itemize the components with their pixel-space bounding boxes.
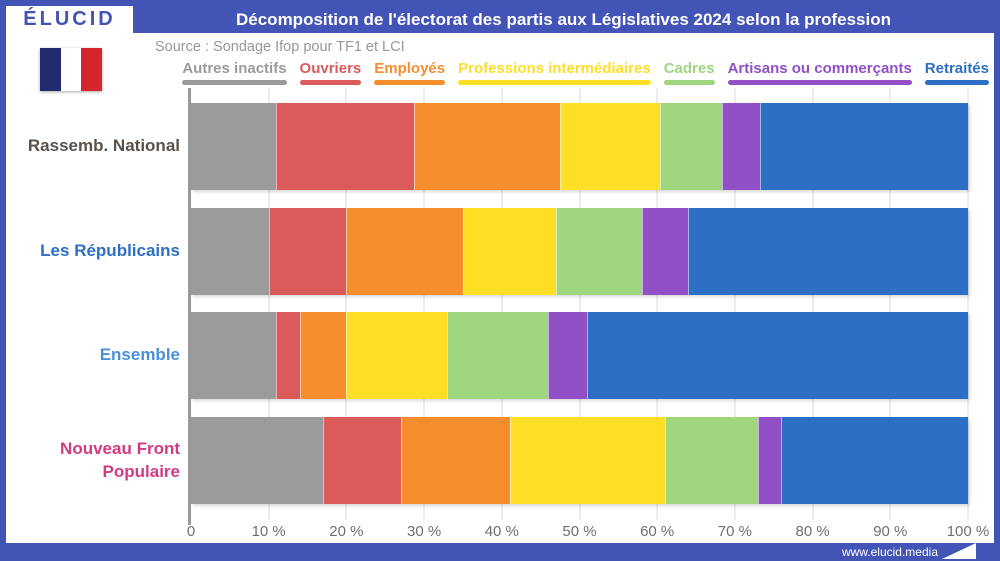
bar-segment xyxy=(275,103,415,190)
bar-segment xyxy=(556,208,642,295)
flag-stripe-white xyxy=(60,48,82,91)
bar-segment xyxy=(462,208,557,295)
legend-item: Artisans ou commerçants xyxy=(727,59,912,85)
gridline xyxy=(656,88,659,520)
source-caption: Source : Sondage Ifop pour TF1 et LCI xyxy=(155,39,405,55)
bar-segment xyxy=(447,312,549,399)
chart-legend: Autres inactifs Ouvriers Employés Profes… xyxy=(182,59,989,85)
legend-item: Employés xyxy=(374,59,446,85)
bar-segment xyxy=(509,417,665,504)
chart-content: Source : Sondage Ifop pour TF1 et LCI Au… xyxy=(6,33,994,543)
elucid-pennant-icon xyxy=(942,543,976,559)
legend-item: Ouvriers xyxy=(299,59,362,85)
gridline xyxy=(345,88,348,520)
category-label: Nouveau Front Populaire xyxy=(60,439,180,481)
legend-item: Professions intermédiaires xyxy=(458,59,651,85)
x-tick-label: 80 % xyxy=(795,523,830,540)
legend-color-bar xyxy=(182,80,287,85)
category-labels: Rassemb. National Les Républicains Ensembl… xyxy=(6,33,184,543)
legend-item: Retraités xyxy=(924,59,989,85)
x-tick-label: 70 % xyxy=(717,523,752,540)
legend-label: Artisans ou commerçants xyxy=(727,60,912,77)
bar-segment xyxy=(323,417,401,504)
legend-color-bar xyxy=(299,80,362,85)
legend-color-bar xyxy=(663,80,715,85)
legend-color-bar xyxy=(374,80,446,85)
gridline xyxy=(267,88,270,520)
x-tick-label: 50 % xyxy=(562,523,597,540)
elucid-logo-text: ÉLUCID xyxy=(23,8,116,30)
bar-row xyxy=(191,417,968,504)
bar-row xyxy=(191,208,968,295)
x-tick-label: 40 % xyxy=(484,523,519,540)
bar-segment xyxy=(721,103,761,190)
legend-label: Professions intermédiaires xyxy=(458,60,651,77)
x-tick-label: 90 % xyxy=(873,523,908,540)
bar-segment xyxy=(276,312,300,399)
legend-item: Autres inactifs xyxy=(182,59,287,85)
gridline xyxy=(500,88,503,520)
bar-segment xyxy=(346,312,448,399)
legend-label: Ouvriers xyxy=(299,60,362,77)
x-tick-label: 30 % xyxy=(406,523,442,540)
gridline xyxy=(733,88,736,520)
x-tick-label: 0 xyxy=(186,523,196,540)
bar-segment xyxy=(400,417,510,504)
legend-color-bar xyxy=(727,80,912,85)
gridline xyxy=(811,88,814,520)
footer-band: www.elucid.media xyxy=(0,543,1000,561)
legend-label: Retraités xyxy=(924,60,989,77)
elucid-logo: ÉLUCID xyxy=(6,6,133,33)
x-tick-label: 60 % xyxy=(640,523,675,540)
plot-area: 0 10 % 20 % 30 % 40 % 50 % 60 % 70 % 80 % 90 % 100… xyxy=(187,33,989,543)
flag-stripe-red xyxy=(81,48,103,91)
x-tick-label: 10 % xyxy=(251,523,286,540)
bar-segment xyxy=(191,208,269,295)
legend-color-bar xyxy=(924,80,989,85)
legend-label: Employés xyxy=(374,60,446,77)
bar-segment xyxy=(641,208,689,295)
header-band: ÉLUCID Décomposition de l'électorat des … xyxy=(6,6,994,33)
gridline xyxy=(578,88,581,520)
bar-segment xyxy=(758,417,782,504)
bar-segment xyxy=(664,417,759,504)
category-label: Rassemb. National xyxy=(27,136,180,156)
bar-segment xyxy=(191,312,277,399)
gridline xyxy=(889,88,892,520)
legend-item: Cadres xyxy=(663,59,715,85)
bar-segment xyxy=(191,103,276,190)
bar-segment xyxy=(688,208,968,295)
category-label: Les Républicains xyxy=(40,241,180,261)
bar-segment xyxy=(660,103,722,190)
bar-segment xyxy=(414,103,561,190)
y-axis-line xyxy=(188,88,191,525)
gridline xyxy=(967,88,969,520)
legend-color-bar xyxy=(458,80,651,85)
bar-segment xyxy=(191,417,324,504)
french-flag-icon xyxy=(40,48,103,91)
x-tick-label: 100 % xyxy=(946,523,990,540)
x-tick-label: 20 % xyxy=(329,523,364,540)
legend-label: Cadres xyxy=(663,60,715,77)
bar-segment xyxy=(560,103,661,190)
gridline xyxy=(423,88,426,520)
bar-segment xyxy=(587,312,968,399)
flag-stripe-blue xyxy=(40,48,61,91)
bar-segment xyxy=(268,208,347,295)
bar-segment xyxy=(781,417,968,504)
bar-segment xyxy=(346,208,463,295)
bar-row xyxy=(191,103,968,190)
bar-segment xyxy=(760,103,968,190)
legend-label: Autres inactifs xyxy=(182,60,287,77)
bar-row xyxy=(191,312,968,399)
footer-website-link[interactable]: www.elucid.media xyxy=(841,545,938,559)
category-label: Ensemble xyxy=(99,345,180,365)
page-title: Décomposition de l'électorat des partis … xyxy=(236,9,891,29)
bar-segment xyxy=(548,312,588,399)
bar-segment xyxy=(299,312,347,399)
